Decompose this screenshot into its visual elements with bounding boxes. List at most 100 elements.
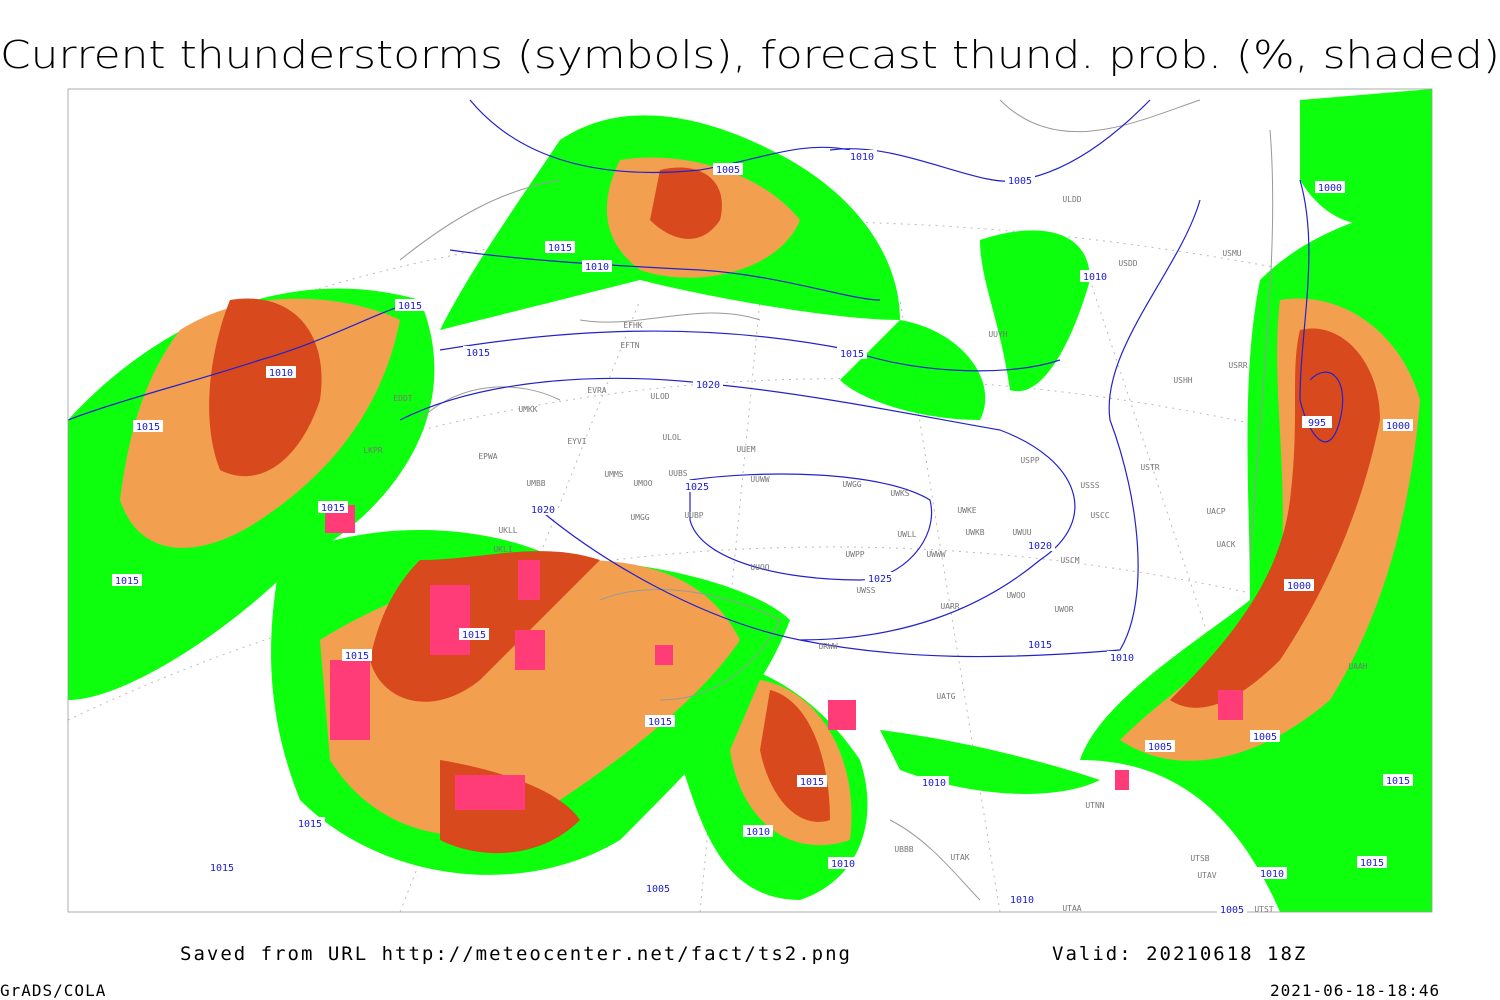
isobar-label-box bbox=[797, 775, 827, 787]
isobar-label: 1020 bbox=[696, 380, 720, 391]
isobar-label-box bbox=[1217, 903, 1247, 915]
station-code: ULOL bbox=[662, 433, 681, 442]
isobar-label: 1025 bbox=[868, 574, 892, 585]
isobar-label: 1015 bbox=[1028, 640, 1052, 651]
isobar-label: 1015 bbox=[210, 863, 234, 874]
isobar-label-box bbox=[459, 628, 489, 640]
isobar-label-box bbox=[682, 480, 712, 492]
station-code: UUBS bbox=[668, 469, 687, 478]
station-code: UUEM bbox=[736, 445, 755, 454]
source-url: Saved from URL http://meteocenter.net/fa… bbox=[180, 943, 852, 965]
station-code: ULOD bbox=[650, 392, 669, 401]
isobar-label: 1000 bbox=[1287, 581, 1311, 592]
station-code: URWW bbox=[818, 642, 837, 651]
isobar-label: 1010 bbox=[746, 827, 770, 838]
station-code: LKPR bbox=[363, 446, 382, 455]
isobar-label-box bbox=[1284, 579, 1314, 591]
station-code: UMBB bbox=[526, 479, 545, 488]
station-code: UWOO bbox=[1006, 591, 1025, 600]
isobar-label-box bbox=[1257, 867, 1287, 879]
isobar-label: 1015 bbox=[800, 777, 824, 788]
isobar-label-box bbox=[1302, 416, 1332, 428]
isobar-label: 1015 bbox=[1360, 858, 1384, 869]
isobar-label: 1005 bbox=[716, 165, 740, 176]
station-code: USCM bbox=[1060, 556, 1079, 565]
isobar-label: 1015 bbox=[398, 301, 422, 312]
station-code: USCC bbox=[1090, 511, 1109, 520]
isobar-label: 1010 bbox=[585, 262, 609, 273]
station-code: EPWA bbox=[478, 452, 497, 461]
station-code: UKLL bbox=[498, 526, 517, 535]
station-code: USPP bbox=[1020, 456, 1039, 465]
station-code: EVRA bbox=[587, 386, 606, 395]
station-code: UKLI bbox=[493, 545, 512, 554]
isobar-label-box bbox=[919, 776, 949, 788]
isobar-label: 1020 bbox=[1028, 541, 1052, 552]
isobar-label: 1025 bbox=[685, 482, 709, 493]
isobar-label-box bbox=[112, 574, 142, 586]
station-code: USSS bbox=[1080, 481, 1099, 490]
station-code: EDDT bbox=[393, 394, 412, 403]
isobar-label-box bbox=[318, 501, 348, 513]
station-code: UAAH bbox=[1348, 662, 1367, 671]
station-code: UTAK bbox=[950, 853, 969, 862]
isobar-label: 1000 bbox=[1318, 183, 1342, 194]
station-code: UUYH bbox=[988, 330, 1007, 339]
station-code: USHH bbox=[1173, 376, 1192, 385]
map-labels: 1005 1015 1010 1015 1010 1015 1015 1020 1015 1005… bbox=[112, 150, 1413, 916]
station-code: UWPP bbox=[845, 550, 864, 559]
isobar-label: 1010 bbox=[1260, 869, 1284, 880]
station-code: UMKK bbox=[518, 405, 537, 414]
isobar-label: 1015 bbox=[115, 576, 139, 587]
station-code: UATG bbox=[936, 692, 955, 701]
isobar-label-box bbox=[1250, 730, 1280, 742]
station-code: UWOR bbox=[1054, 605, 1073, 614]
isobar-label-box bbox=[743, 825, 773, 837]
station-code: EFTN bbox=[620, 341, 639, 350]
station-code: UTSB bbox=[1190, 854, 1209, 863]
isobar-label-box bbox=[582, 260, 612, 272]
station-code: UWWW bbox=[926, 550, 945, 559]
station-code: UMMS bbox=[604, 470, 623, 479]
isobar-label-box bbox=[395, 299, 425, 311]
isobar-label-box bbox=[837, 347, 867, 359]
isobar-label: 1005 bbox=[1220, 905, 1244, 916]
isobar-label-box bbox=[207, 861, 237, 873]
map-frame bbox=[67, 89, 1433, 913]
station-code: UWSS bbox=[856, 586, 875, 595]
isobar-label: 1010 bbox=[1010, 895, 1034, 906]
station-code: UARR bbox=[940, 602, 959, 611]
isobar-label: 1005 bbox=[646, 884, 670, 895]
isobar-label-box bbox=[847, 150, 877, 162]
station-code: UWKB bbox=[965, 528, 984, 537]
isobar-label-box bbox=[295, 817, 325, 829]
isobar-label-box bbox=[693, 378, 723, 390]
station-code: USTR bbox=[1140, 463, 1159, 472]
title: Current thunderstorms (symbols), forecas… bbox=[0, 33, 1500, 77]
isobar-label: 1010 bbox=[269, 368, 293, 379]
isobar-label-box bbox=[1005, 174, 1035, 186]
isobar-label: 1015 bbox=[321, 503, 345, 514]
station-code: UWKS bbox=[890, 489, 909, 498]
isobar-label: 1010 bbox=[922, 778, 946, 789]
isobar-label: 1015 bbox=[1386, 776, 1410, 787]
station-code: UTAA bbox=[1062, 904, 1081, 913]
isobar-label-box bbox=[342, 649, 372, 661]
station-code: UUBP bbox=[684, 511, 703, 520]
station-code: EFHK bbox=[623, 321, 642, 330]
station-code: UACP bbox=[1206, 507, 1225, 516]
station-code: UUOO bbox=[750, 563, 769, 572]
isobar-label-box bbox=[828, 857, 858, 869]
isobar-label-box bbox=[1357, 856, 1387, 868]
isobar-label: 1010 bbox=[1083, 272, 1107, 283]
station-code: UMOO bbox=[633, 479, 652, 488]
station-code: UWUU bbox=[1012, 528, 1031, 537]
isobar-label-box bbox=[713, 163, 743, 175]
isobar-label-box bbox=[1145, 740, 1175, 752]
isobar-label: 1010 bbox=[831, 859, 855, 870]
isobar-label-box bbox=[1383, 419, 1413, 431]
isobar-label: 1015 bbox=[648, 717, 672, 728]
isobar-label: 995 bbox=[1308, 418, 1326, 429]
isobar-label-box bbox=[1315, 181, 1345, 193]
station-code: UTNN bbox=[1085, 801, 1104, 810]
